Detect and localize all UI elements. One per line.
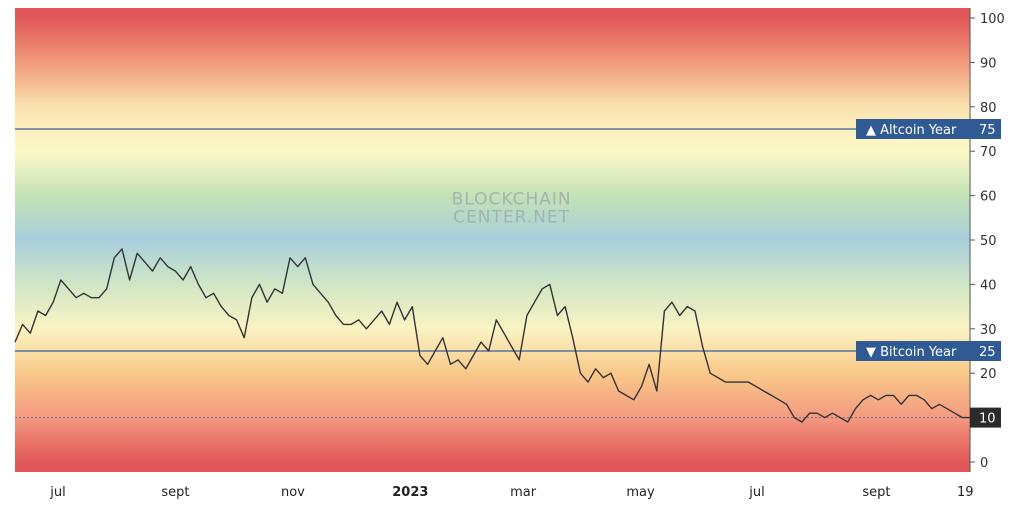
y-tick-label-3: 30 [980,323,997,338]
reference-tag-label-1: ▼ Bitcoin Year [866,345,957,360]
x-tick-label-1: sept [161,485,189,500]
watermark-line-1: BLOCKCHAIN [452,189,572,209]
x-tick-label-8: 19 [957,485,974,500]
y-tick-label-4: 40 [980,278,997,293]
reference-tag-label-0: ▲ Altcoin Year [866,123,957,138]
current-value-label: 10 [979,412,996,427]
x-tick-label-4: mar [510,485,537,500]
x-tick-label-2: nov [281,485,305,500]
y-tick-label-9: 90 [980,56,997,71]
y-tick-label-7: 70 [980,145,997,160]
series-group [14,248,970,423]
reference-tag-0: ▲ Altcoin Year 75 [856,119,1001,139]
x-axis: jul sept nov 2023 mar may jul sept 19 [49,485,973,500]
y-tick-label-10: 100 [980,12,1005,27]
y-tick-label-2: 20 [980,367,997,382]
reference-tag-box-1 [856,341,970,361]
x-tick-label-0: jul [49,485,65,500]
reference-lines [15,128,970,352]
x-tick-label-6: jul [748,485,764,500]
y-tick-label-0: 0 [980,456,988,471]
reference-tag-1: ▼ Bitcoin Year 25 [856,341,1001,361]
y-tick-label-5: 50 [980,234,997,249]
reference-tags: ▲ Altcoin Year 75 ▼ Bitcoin Year 25 10 [856,119,1001,428]
x-tick-label-3: 2023 [392,485,428,500]
current-value-tag: 10 [970,407,1001,428]
y-tick-label-6: 60 [980,190,997,205]
y-axis: 0 10 20 30 40 50 60 70 80 90 100 [970,12,1005,471]
reference-tag-box-0 [856,119,970,139]
plot-background [15,8,970,472]
reference-value-label-1: 25 [979,345,996,360]
current-value-box [970,407,1001,428]
reference-value-label-0: 75 [979,123,996,138]
reference-value-box-1 [970,341,1001,361]
watermark: BLOCKCHAIN CENTER.NET [452,189,572,227]
x-tick-label-5: may [626,485,655,500]
x-tick-label-7: sept [862,485,890,500]
reference-value-box-0 [970,119,1001,139]
watermark-line-2: CENTER.NET [453,207,570,227]
y-tick-label-8: 80 [980,101,997,116]
series-line-0 [14,248,970,423]
